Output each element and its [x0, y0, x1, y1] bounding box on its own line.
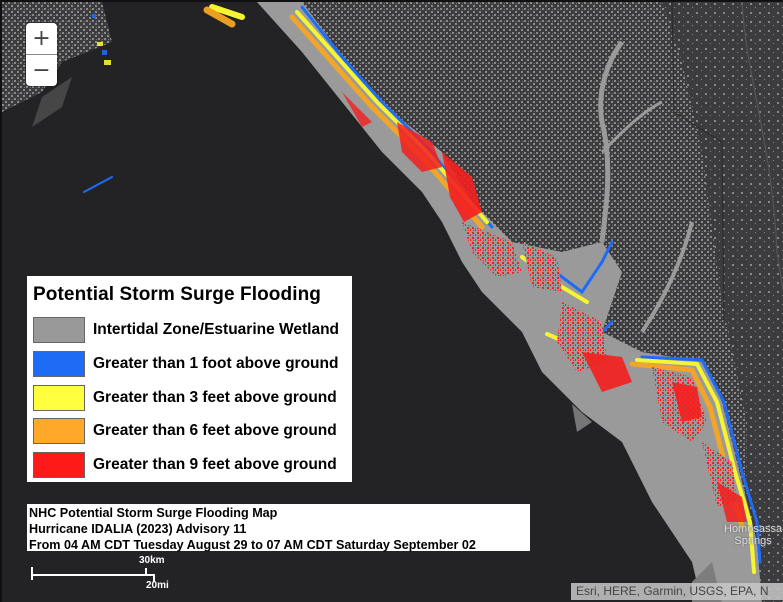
zoom-in-button[interactable]: + [26, 23, 57, 54]
plus-icon: + [32, 26, 51, 51]
legend-item-6ft: Greater than 6 feet above ground [33, 418, 346, 445]
legend-item-1ft: Greater than 1 foot above ground [33, 350, 346, 377]
scale-mi-label: 20mi [146, 580, 169, 591]
map-info-box: NHC Potential Storm Surge Flooding Map H… [27, 504, 530, 552]
info-timeframe: From 04 AM CDT Tuesday August 29 to 07 A… [29, 538, 476, 552]
scale-km-label: 30km [139, 555, 165, 566]
legend-title: Potential Storm Surge Flooding [33, 284, 321, 305]
info-storm: Hurricane IDALIA (2023) Advisory 11 [29, 522, 247, 536]
swatch-intertidal [33, 317, 85, 343]
legend-item-9ft: Greater than 9 feet above ground [33, 452, 346, 479]
scale-tick [31, 567, 33, 580]
legend-panel: Potential Storm Surge Flooding Intertida… [27, 276, 352, 482]
nw-coast-flooding [92, 14, 111, 65]
zoom-control: + − [26, 23, 57, 86]
legend-item-3ft: Greater than 3 feet above ground [33, 384, 346, 411]
land-interior-east [662, 2, 783, 602]
zoom-out-button[interactable]: − [26, 54, 57, 86]
swatch-9ft [33, 452, 85, 479]
legend-label: Intertidal Zone/Estuarine Wetland [93, 321, 340, 338]
land-mainland [267, 2, 783, 602]
intertidal-zone [257, 2, 762, 602]
minus-icon: − [32, 58, 51, 83]
surge-9ft-layer [342, 92, 747, 522]
swatch-3ft [33, 384, 85, 411]
swatch-6ft [33, 418, 85, 445]
scale-tick [145, 568, 147, 575]
map-attribution[interactable]: Esri, HERE, Garmin, USGS, EPA, N [571, 583, 783, 600]
legend-label: Greater than 3 feet above ground [93, 388, 337, 406]
legend-label: Greater than 6 feet above ground [93, 422, 337, 440]
legend-label: Greater than 1 foot above ground [93, 354, 339, 372]
legend-item-intertidal: Intertidal Zone/Estuarine Wetland [33, 317, 346, 343]
scale-bar: 30km 20mi [31, 555, 171, 595]
info-title: NHC Potential Storm Surge Flooding Map [29, 506, 278, 520]
legend-label: Greater than 9 feet above ground [93, 456, 337, 474]
scale-line [31, 574, 155, 576]
scale-tick [153, 574, 155, 582]
place-label-homosassa-springs: Homosassa Springs [724, 523, 783, 547]
swatch-1ft [33, 350, 85, 377]
